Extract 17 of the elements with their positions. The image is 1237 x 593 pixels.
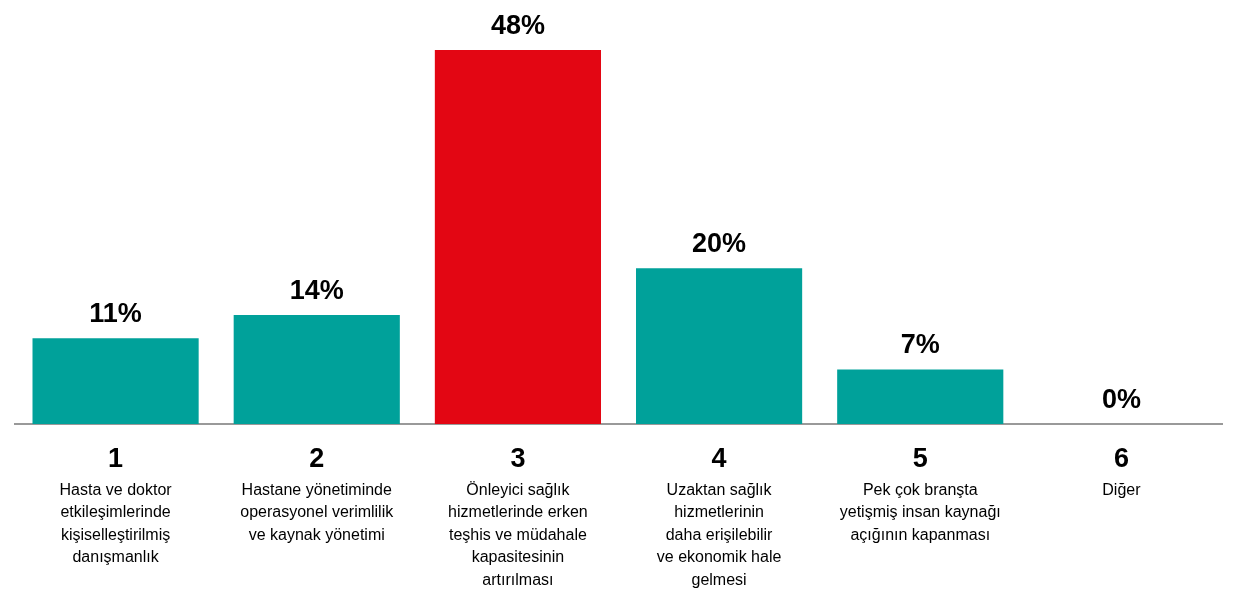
data-label: 11% bbox=[89, 298, 142, 329]
bar bbox=[32, 338, 199, 424]
x-tick-label: 4 Uzaktan sağlık hizmetlerinin daha erişilebilir ve ekonomik hale gelmesi bbox=[656, 443, 782, 588]
bar bbox=[837, 369, 1004, 424]
data-label: 14% bbox=[289, 274, 344, 305]
x-tick-label: 3 Önleyici sağlık hizmetlerinde erken teşhis ve müdahale kapasitesinin artırılması bbox=[448, 443, 588, 588]
bar bbox=[233, 314, 400, 424]
x-tick-label: 2 Hastane yönetiminde operasyonel verimlilik ve kaynak yönetimi bbox=[240, 443, 395, 543]
x-tick-label: 5 Pek çok branşta yetişmiş insan kaynağı açığının kapanması bbox=[839, 443, 1001, 543]
data-label: 48% bbox=[490, 9, 545, 40]
data-label: 20% bbox=[692, 228, 747, 259]
x-tick-label: 6 Diğer bbox=[1102, 443, 1142, 498]
data-label: 0% bbox=[1101, 383, 1141, 414]
bar bbox=[434, 50, 601, 424]
bar bbox=[636, 268, 803, 424]
x-tick-label: 1 Hasta ve doktor etkileşimlerinde kişiselleştirilmiş danışmanlık bbox=[59, 443, 173, 566]
data-label: 7% bbox=[900, 329, 940, 360]
